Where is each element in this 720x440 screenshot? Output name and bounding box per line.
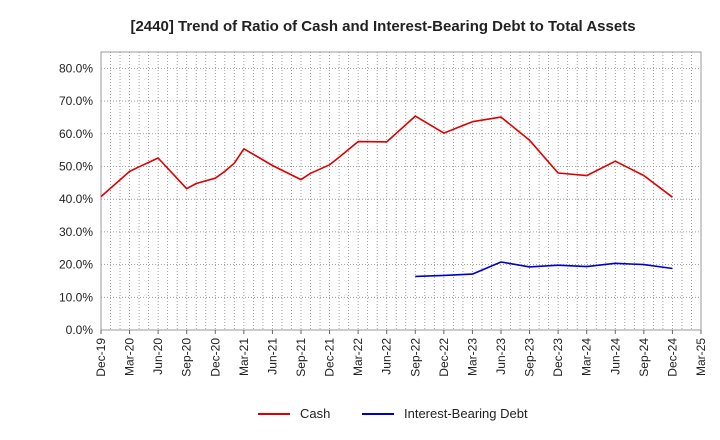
x-tick-label: Mar-24 <box>580 338 594 376</box>
y-tick-label: 10.0% <box>59 290 93 304</box>
y-tick-label: 70.0% <box>59 94 93 108</box>
series-line-cash <box>100 115 673 198</box>
x-tick-label: Dec-19 <box>94 338 108 377</box>
x-tick-label: Dec-21 <box>323 338 337 377</box>
y-tick-label: 0.0% <box>66 323 94 337</box>
x-tick-label: Mar-20 <box>123 338 137 376</box>
legend-label: Interest-Bearing Debt <box>404 406 528 421</box>
x-tick-label: Dec-22 <box>437 338 451 377</box>
x-tick-label: Sep-20 <box>180 338 194 377</box>
x-tick-label: Jun-21 <box>265 338 279 375</box>
x-tick-label: Jun-24 <box>608 338 622 375</box>
x-tick-label: Mar-21 <box>237 338 251 376</box>
x-tick-label: Jun-20 <box>151 338 165 375</box>
legend: Cash Interest-Bearing Debt <box>258 406 528 421</box>
x-tick-label: Jun-23 <box>494 338 508 375</box>
y-tick-label: 80.0% <box>59 61 93 75</box>
x-tick-label: Jun-22 <box>380 338 394 375</box>
y-tick-label: 60.0% <box>59 127 93 141</box>
plot-frame <box>100 51 702 331</box>
x-tick-label: Sep-24 <box>637 338 651 377</box>
y-tick-label: 20.0% <box>59 258 93 272</box>
axes: 0.0% 10.0% 20.0% 30.0% 40.0% 50.0% 60.0% 70.0% 8… <box>59 51 708 377</box>
y-tick-label: 50.0% <box>59 159 93 173</box>
x-tick-label: Sep-21 <box>294 338 308 377</box>
grid <box>101 52 701 330</box>
y-tick-label: 30.0% <box>59 225 93 239</box>
legend-label: Cash <box>300 406 330 421</box>
x-tick-label: Dec-23 <box>551 338 565 377</box>
x-tick-label: Mar-22 <box>351 338 365 376</box>
chart-title: [2440] Trend of Ratio of Cash and Intere… <box>130 18 635 35</box>
x-tick-label: Sep-23 <box>523 338 537 377</box>
x-tick-label: Dec-24 <box>665 338 679 377</box>
y-tick-label: 40.0% <box>59 192 93 206</box>
x-tick-label: Mar-23 <box>465 338 479 376</box>
x-tick-label: Dec-20 <box>208 338 222 377</box>
x-tick-label: Sep-22 <box>408 338 422 377</box>
series-line-interest-bearing-debt <box>415 261 673 278</box>
series <box>100 115 673 278</box>
x-tick-label: Mar-25 <box>694 338 708 376</box>
